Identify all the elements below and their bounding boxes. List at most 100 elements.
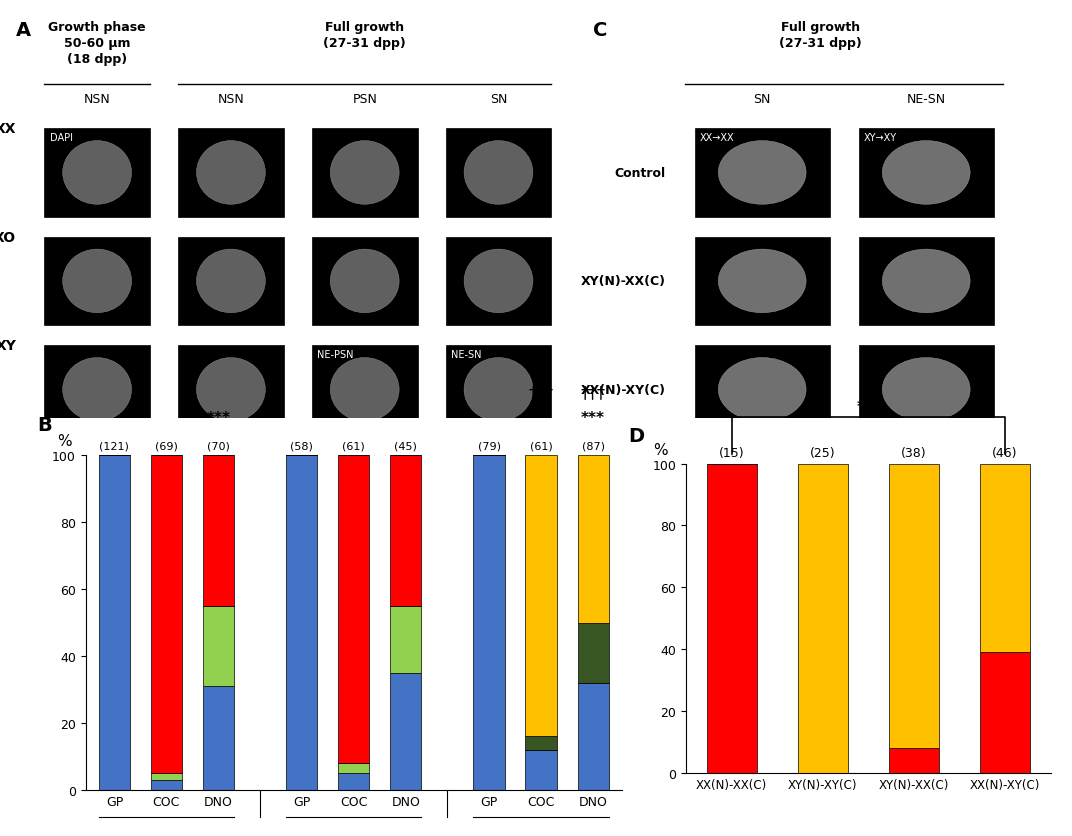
Text: NE-SN: NE-SN [451, 349, 481, 359]
Ellipse shape [196, 250, 266, 314]
Ellipse shape [330, 141, 399, 205]
Bar [980, 653, 1030, 773]
Bar [151, 773, 182, 780]
Bar [203, 686, 234, 790]
Text: DAPI: DAPI [49, 133, 73, 143]
Text: (38): (38) [902, 446, 926, 459]
Bar [44, 129, 150, 217]
Bar [338, 763, 370, 773]
Bar [338, 773, 370, 790]
Y-axis label: %: % [653, 443, 668, 458]
Bar [980, 464, 1030, 653]
Y-axis label: %: % [57, 434, 72, 449]
Bar [695, 129, 830, 217]
Text: Growth phase
50-60 μm
(18 dpp): Growth phase 50-60 μm (18 dpp) [48, 21, 146, 66]
Ellipse shape [464, 358, 533, 421]
Bar [44, 346, 150, 434]
Text: XY(N)-XX(C): XY(N)-XX(C) [581, 275, 666, 288]
Bar [859, 346, 994, 434]
Text: (25): (25) [810, 446, 835, 459]
Text: (87): (87) [582, 441, 605, 451]
Text: (46): (46) [993, 446, 1017, 459]
Bar [99, 456, 130, 790]
Bar [446, 129, 551, 217]
Text: †††: ††† [528, 384, 553, 402]
Bar [695, 237, 830, 326]
Ellipse shape [62, 250, 132, 314]
Bar [178, 346, 284, 434]
Bar [446, 237, 551, 326]
Text: ***: *** [207, 410, 230, 426]
Bar [312, 346, 418, 434]
Bar [44, 237, 150, 326]
Ellipse shape [196, 358, 266, 421]
Ellipse shape [882, 141, 970, 205]
Bar [525, 737, 556, 750]
Text: Control: Control [614, 166, 666, 180]
Text: (15): (15) [719, 446, 744, 459]
Bar [312, 237, 418, 326]
Text: NSN: NSN [84, 93, 110, 106]
Ellipse shape [718, 250, 806, 314]
Text: D: D [628, 427, 644, 446]
Text: XO: XO [0, 231, 16, 244]
Bar [798, 464, 848, 773]
Ellipse shape [882, 358, 970, 421]
Bar [390, 456, 421, 606]
Text: ***: *** [857, 400, 880, 415]
Text: (61): (61) [530, 441, 552, 451]
Text: Full growth
(27-31 dpp): Full growth (27-31 dpp) [778, 21, 862, 49]
Text: A: A [16, 21, 31, 40]
Ellipse shape [62, 358, 132, 421]
Text: SN: SN [490, 93, 507, 106]
Text: (69): (69) [155, 441, 178, 451]
Text: NE-PSN: NE-PSN [317, 349, 354, 359]
Bar [578, 683, 609, 790]
Text: (79): (79) [477, 441, 501, 451]
Text: NSN: NSN [218, 93, 244, 106]
Legend: SN, NE-SN: SN, NE-SN [804, 833, 933, 836]
Bar [525, 750, 556, 790]
Text: (58): (58) [291, 441, 313, 451]
Bar [151, 456, 182, 773]
Text: ***: *** [581, 410, 605, 426]
Ellipse shape [718, 141, 806, 205]
Bar [390, 673, 421, 790]
Bar [889, 464, 939, 748]
Bar [178, 129, 284, 217]
Bar [578, 456, 609, 623]
Text: NE-SN: NE-SN [907, 93, 946, 106]
Ellipse shape [464, 141, 533, 205]
Text: B: B [38, 415, 53, 435]
Bar [706, 464, 757, 773]
Text: XY→XY: XY→XY [864, 133, 896, 143]
Text: SN: SN [754, 93, 771, 106]
Text: XX→XX: XX→XX [699, 133, 734, 143]
Bar [312, 129, 418, 217]
Text: †††: ††† [581, 384, 606, 402]
Bar [474, 456, 505, 790]
Bar [203, 456, 234, 606]
Ellipse shape [882, 250, 970, 314]
Text: (61): (61) [342, 441, 366, 451]
Text: (70): (70) [207, 441, 229, 451]
Bar [889, 748, 939, 773]
Text: PSN: PSN [353, 93, 377, 106]
Bar [390, 606, 421, 673]
Text: (121): (121) [100, 441, 130, 451]
Bar [151, 780, 182, 790]
Text: XX: XX [0, 122, 16, 136]
Text: XY: XY [0, 339, 16, 353]
Ellipse shape [196, 141, 266, 205]
Ellipse shape [718, 358, 806, 421]
Bar [203, 606, 234, 686]
Bar [695, 346, 830, 434]
Bar [178, 237, 284, 326]
Bar [859, 129, 994, 217]
Bar [525, 456, 556, 737]
Text: ***: *** [393, 410, 418, 426]
Ellipse shape [330, 358, 399, 421]
Text: Full growth
(27-31 dpp): Full growth (27-31 dpp) [324, 21, 406, 49]
Bar [286, 456, 317, 790]
Ellipse shape [464, 250, 533, 314]
